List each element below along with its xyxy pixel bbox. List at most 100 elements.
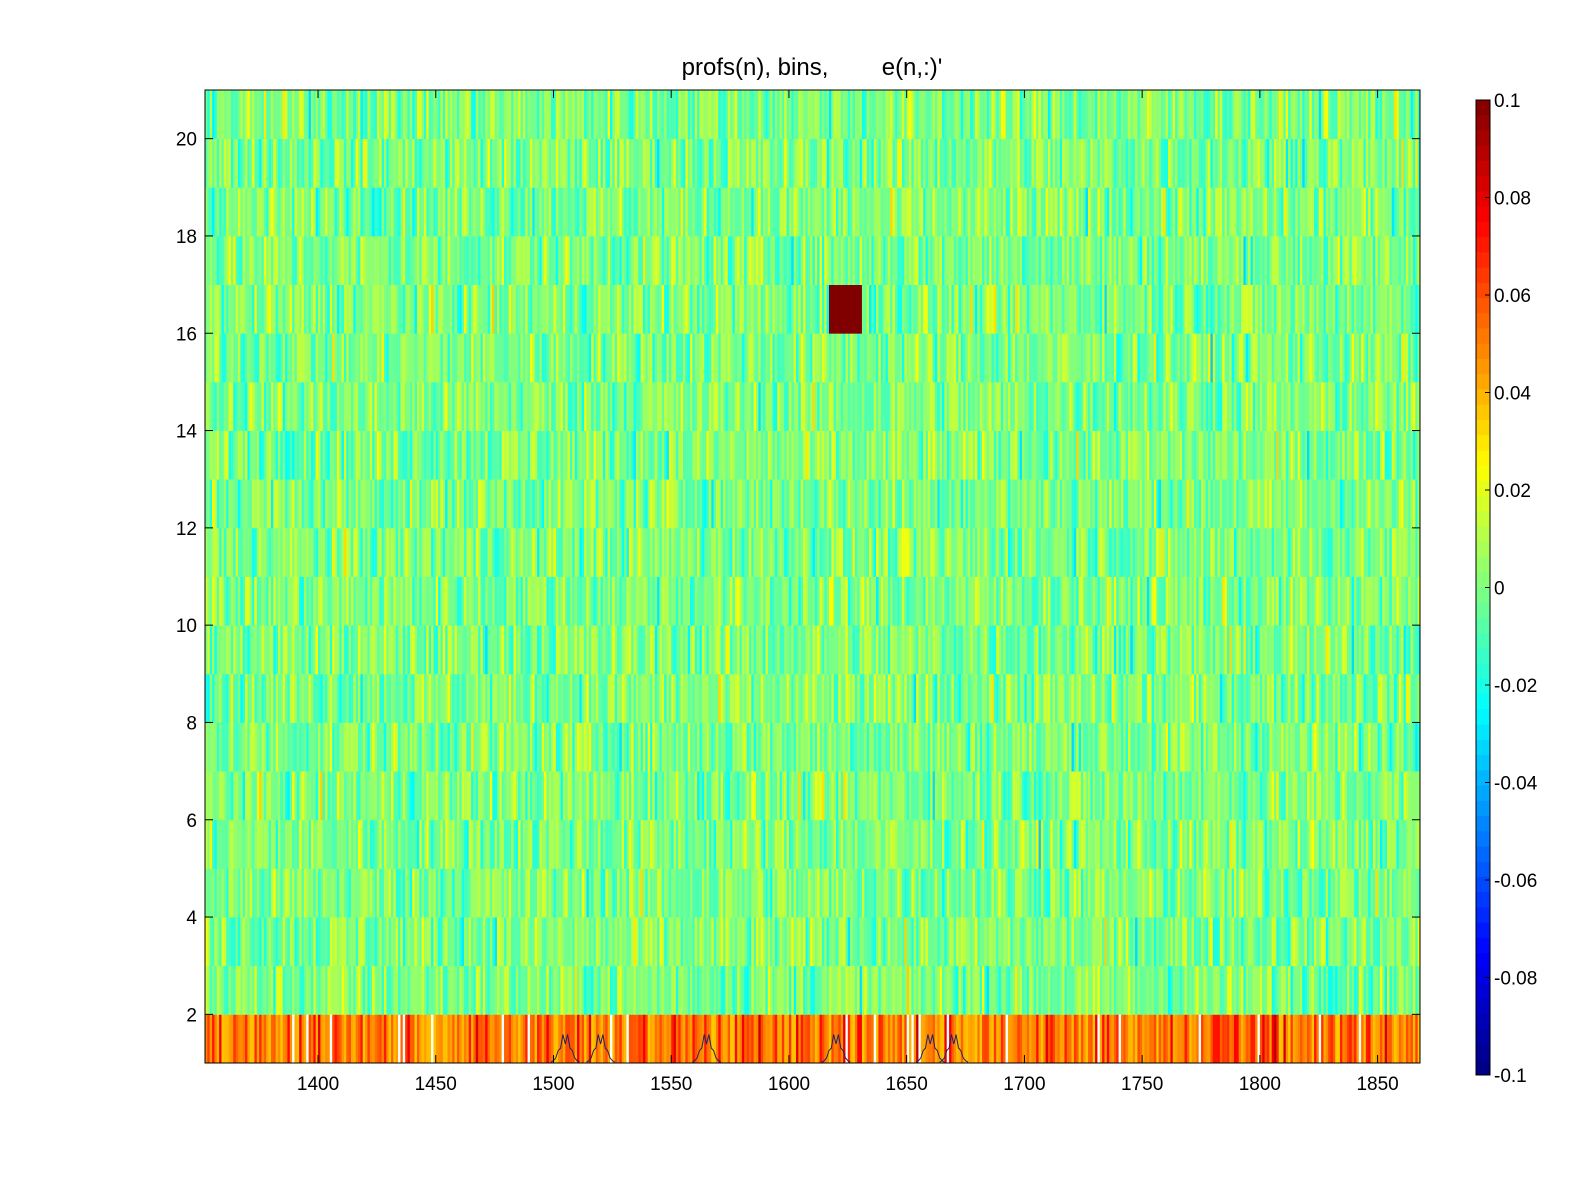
heatmap-cell bbox=[831, 917, 835, 967]
heatmap-cell bbox=[1379, 917, 1383, 967]
heatmap-cell bbox=[800, 673, 804, 723]
heatmap-cell bbox=[532, 1014, 536, 1064]
heatmap-cell bbox=[659, 576, 663, 626]
heatmap-cell bbox=[1344, 673, 1348, 723]
heatmap-cell bbox=[1347, 868, 1350, 918]
heatmap-cell bbox=[226, 917, 229, 967]
heatmap-cell bbox=[880, 917, 884, 967]
heatmap-cell bbox=[755, 1014, 759, 1064]
heatmap-cell bbox=[772, 673, 776, 723]
heatmap-cell bbox=[951, 917, 955, 967]
heatmap-cell bbox=[654, 819, 658, 869]
heatmap-cell bbox=[600, 625, 604, 675]
heatmap-cell bbox=[1179, 673, 1183, 723]
heatmap-cell bbox=[887, 819, 891, 869]
heatmap-cell bbox=[1163, 625, 1167, 675]
heatmap-cell bbox=[692, 771, 696, 821]
heatmap-cell bbox=[1415, 1014, 1419, 1064]
heatmap-cell bbox=[438, 625, 441, 675]
heatmap-cell bbox=[1097, 722, 1101, 772]
heatmap-cell bbox=[1233, 673, 1237, 723]
heatmap-cell bbox=[1109, 965, 1112, 1015]
heatmap-cell bbox=[581, 625, 585, 675]
heatmap-cell bbox=[296, 868, 300, 918]
heatmap-cell bbox=[541, 673, 545, 723]
heatmap-cell bbox=[1010, 1014, 1014, 1064]
heatmap-cell bbox=[737, 868, 740, 918]
heatmap-cell bbox=[1304, 1014, 1308, 1064]
heatmap-cell bbox=[306, 868, 309, 918]
heatmap-cell bbox=[1168, 625, 1171, 675]
heatmap-cell bbox=[1007, 673, 1011, 723]
heatmap-cell bbox=[558, 722, 561, 772]
heatmap-cell bbox=[965, 722, 969, 772]
heatmap-cell bbox=[1090, 917, 1094, 967]
heatmap-cell bbox=[233, 576, 237, 626]
heatmap-cell bbox=[647, 819, 651, 869]
heatmap-cell bbox=[266, 673, 269, 723]
heatmap-cell bbox=[774, 673, 778, 723]
heatmap-cell bbox=[1182, 722, 1185, 772]
heatmap-cell bbox=[1073, 1014, 1077, 1064]
heatmap-cell bbox=[1179, 917, 1183, 967]
heatmap-cell bbox=[944, 868, 948, 918]
heatmap-cell bbox=[619, 625, 623, 675]
heatmap-cell bbox=[518, 868, 521, 918]
heatmap-cell bbox=[381, 819, 385, 869]
heatmap-cell bbox=[595, 576, 599, 626]
heatmap-cell bbox=[598, 722, 601, 772]
heatmap-cell bbox=[421, 1014, 425, 1064]
heatmap-cell bbox=[1132, 722, 1136, 772]
heatmap-cell bbox=[774, 1014, 778, 1064]
heatmap-cell bbox=[1417, 917, 1421, 967]
heatmap-cell bbox=[529, 771, 533, 821]
heatmap-cell bbox=[577, 771, 580, 821]
heatmap-cell bbox=[932, 819, 936, 869]
heatmap-cell bbox=[261, 722, 265, 772]
heatmap-cell bbox=[619, 722, 623, 772]
heatmap-cell bbox=[360, 625, 364, 675]
heatmap-cell bbox=[511, 722, 514, 772]
heatmap-cell bbox=[464, 1014, 467, 1064]
heatmap-cell bbox=[426, 771, 430, 821]
heatmap-cell bbox=[650, 673, 653, 723]
heatmap-cell bbox=[237, 576, 241, 626]
heatmap-cell bbox=[1165, 917, 1169, 967]
heatmap-cell bbox=[219, 965, 222, 1015]
heatmap-cell bbox=[821, 722, 825, 772]
heatmap-cell bbox=[800, 625, 804, 675]
heatmap-cell bbox=[365, 1014, 368, 1064]
heatmap-cell bbox=[963, 965, 966, 1015]
heatmap-cell bbox=[1012, 722, 1016, 772]
heatmap-cell bbox=[1170, 625, 1174, 675]
heatmap-cell bbox=[475, 868, 479, 918]
heatmap-cell bbox=[876, 965, 879, 1015]
heatmap-cell bbox=[817, 917, 820, 967]
heatmap-cell bbox=[379, 576, 382, 626]
heatmap-cell bbox=[1224, 771, 1228, 821]
heatmap-cell bbox=[1245, 625, 1249, 675]
heatmap-cell bbox=[1356, 625, 1360, 675]
heatmap-cell bbox=[242, 1014, 246, 1064]
heatmap-cell bbox=[598, 868, 601, 918]
heatmap-cell bbox=[727, 673, 731, 723]
heatmap-cell bbox=[475, 1014, 479, 1064]
heatmap-cell bbox=[461, 576, 465, 626]
heatmap-cell bbox=[1151, 868, 1155, 918]
heatmap-cell bbox=[504, 576, 507, 626]
heatmap-cell bbox=[911, 771, 915, 821]
heatmap-cell bbox=[989, 917, 992, 967]
heatmap-cell bbox=[1156, 722, 1160, 772]
heatmap-cell bbox=[633, 576, 637, 626]
heatmap-cell bbox=[913, 1014, 917, 1064]
heatmap-cell bbox=[654, 917, 658, 967]
heatmap-cell bbox=[1149, 917, 1152, 967]
heatmap-cell bbox=[840, 673, 844, 723]
heatmap-cell bbox=[1125, 1014, 1129, 1064]
heatmap-cell bbox=[1092, 1014, 1096, 1064]
heatmap-cell bbox=[974, 673, 978, 723]
heatmap-cell bbox=[638, 868, 642, 918]
heatmap-cell bbox=[494, 576, 498, 626]
heatmap-cell bbox=[826, 868, 830, 918]
heatmap-cell bbox=[494, 722, 498, 772]
